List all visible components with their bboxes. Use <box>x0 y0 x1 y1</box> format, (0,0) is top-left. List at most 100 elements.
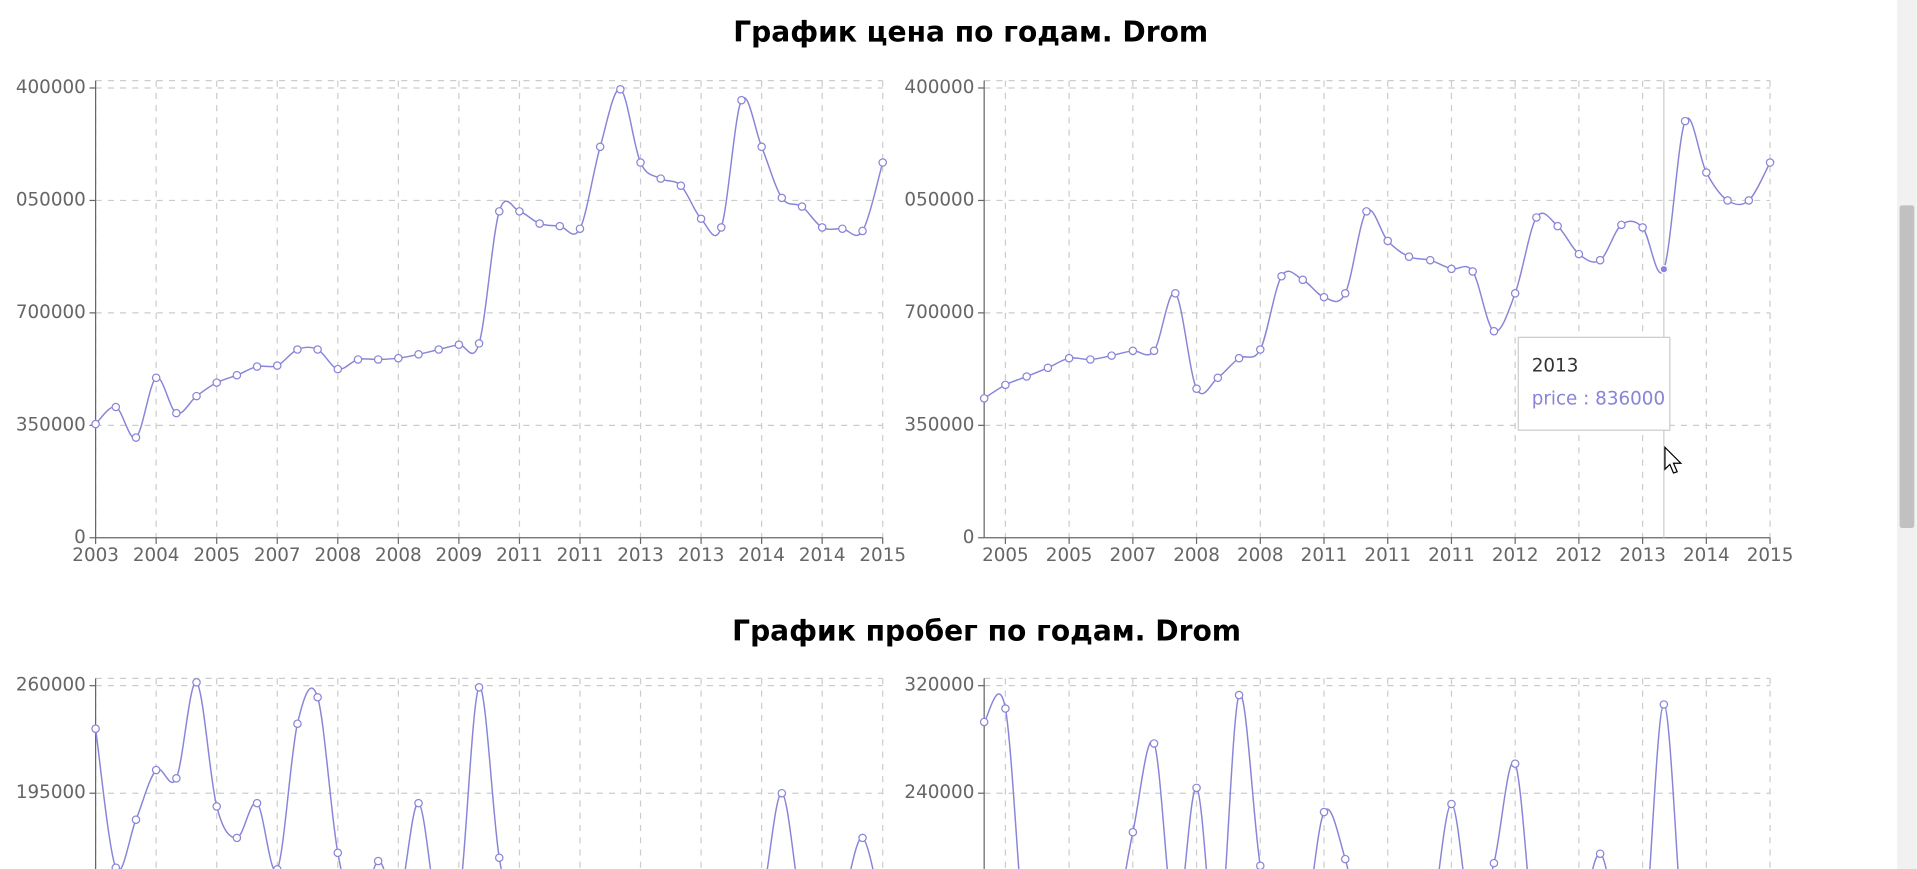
data-point[interactable] <box>1744 196 1754 205</box>
data-point[interactable] <box>434 345 443 354</box>
data-point[interactable] <box>1234 690 1244 700</box>
data-point[interactable] <box>131 815 141 824</box>
data-point[interactable] <box>979 717 989 727</box>
data-point[interactable] <box>1595 255 1605 265</box>
data-point[interactable] <box>716 223 726 232</box>
data-point[interactable] <box>979 394 989 403</box>
data-point[interactable] <box>111 402 121 412</box>
data-point[interactable] <box>212 802 221 811</box>
data-point[interactable] <box>1298 275 1308 285</box>
data-point[interactable] <box>272 865 282 869</box>
data-point[interactable] <box>454 340 464 349</box>
data-point[interactable] <box>293 345 302 354</box>
data-point[interactable] <box>575 224 585 233</box>
data-point[interactable] <box>777 193 787 203</box>
data-point[interactable] <box>1702 168 1711 177</box>
data-point[interactable] <box>1447 799 1456 809</box>
data-point[interactable] <box>797 202 807 211</box>
data-point[interactable] <box>353 355 363 364</box>
data-point[interactable] <box>1319 807 1329 817</box>
data-point[interactable] <box>1086 355 1095 364</box>
data-point[interactable] <box>151 765 161 775</box>
data-point[interactable] <box>535 219 544 228</box>
data-point[interactable] <box>1638 223 1647 232</box>
data-point[interactable] <box>1001 380 1010 390</box>
data-point[interactable] <box>1574 249 1584 259</box>
data-point[interactable] <box>1256 345 1265 354</box>
data-point[interactable] <box>1510 289 1520 298</box>
data-point[interactable] <box>1340 289 1350 298</box>
data-point[interactable] <box>858 833 867 843</box>
data-point[interactable] <box>414 798 423 808</box>
data-point[interactable] <box>1234 353 1244 363</box>
data-point[interactable] <box>777 788 787 798</box>
data-point[interactable] <box>232 370 242 380</box>
data-point[interactable] <box>1022 372 1031 381</box>
data-point[interactable] <box>172 408 181 418</box>
data-point[interactable] <box>131 433 141 442</box>
data-point[interactable] <box>192 391 201 401</box>
data-point[interactable] <box>737 95 746 105</box>
data-point[interactable] <box>1128 827 1138 837</box>
data-point[interactable] <box>1277 271 1286 281</box>
data-point[interactable] <box>1510 759 1520 768</box>
data-point[interactable] <box>838 224 847 233</box>
data-point[interactable] <box>595 142 605 152</box>
data-point[interactable] <box>373 856 383 866</box>
data-point[interactable] <box>1383 236 1393 246</box>
data-point[interactable] <box>1149 739 1159 748</box>
data-point[interactable] <box>616 85 625 94</box>
data-point[interactable] <box>1256 861 1265 869</box>
data-point[interactable] <box>1680 116 1690 126</box>
data-point[interactable] <box>656 174 665 183</box>
data-point[interactable] <box>1553 221 1562 231</box>
data-point[interactable] <box>252 798 262 808</box>
data-point[interactable] <box>1043 363 1053 373</box>
data-point[interactable] <box>1659 700 1669 709</box>
data-point[interactable] <box>636 158 645 167</box>
data-point[interactable] <box>494 207 504 216</box>
data-point[interactable] <box>1192 783 1201 793</box>
data-point[interactable] <box>494 853 504 863</box>
data-point[interactable] <box>474 683 484 692</box>
data-point[interactable] <box>1362 207 1371 216</box>
data-point[interactable] <box>293 719 302 729</box>
data-point[interactable] <box>1468 267 1477 276</box>
data-point[interactable] <box>757 142 766 152</box>
data-point[interactable] <box>676 181 686 190</box>
data-point[interactable] <box>1617 220 1626 230</box>
data-point[interactable] <box>878 158 888 167</box>
data-point[interactable] <box>333 364 343 374</box>
data-point[interactable] <box>91 419 100 429</box>
data-point[interactable] <box>1107 351 1116 360</box>
data-point[interactable] <box>1319 292 1329 302</box>
data-point[interactable] <box>555 221 565 231</box>
data-point[interactable] <box>1340 854 1350 864</box>
data-point[interactable] <box>232 833 242 843</box>
data-point[interactable] <box>1064 353 1074 363</box>
data-point[interactable] <box>1532 213 1541 222</box>
data-point[interactable] <box>373 355 383 364</box>
data-point[interactable] <box>515 207 524 216</box>
data-point[interactable] <box>696 214 706 224</box>
data-point[interactable] <box>1001 704 1010 713</box>
data-point[interactable] <box>1489 326 1499 336</box>
data-point[interactable] <box>91 724 100 733</box>
data-point[interactable] <box>1765 158 1775 167</box>
data-point[interactable] <box>1489 858 1499 868</box>
data-point[interactable] <box>313 345 322 354</box>
data-point[interactable] <box>192 678 201 687</box>
data-point[interactable] <box>1171 289 1180 298</box>
data-point[interactable] <box>1149 346 1159 356</box>
data-point[interactable] <box>1192 384 1201 393</box>
data-point[interactable] <box>272 361 282 370</box>
data-point[interactable] <box>212 378 221 387</box>
data-point[interactable] <box>313 692 322 702</box>
data-point[interactable] <box>1404 252 1414 261</box>
data-point[interactable] <box>111 863 121 869</box>
data-point[interactable] <box>474 339 484 348</box>
data-point[interactable] <box>1447 264 1456 274</box>
data-point[interactable] <box>414 350 423 359</box>
data-point[interactable] <box>252 362 262 371</box>
data-point[interactable] <box>858 226 867 236</box>
